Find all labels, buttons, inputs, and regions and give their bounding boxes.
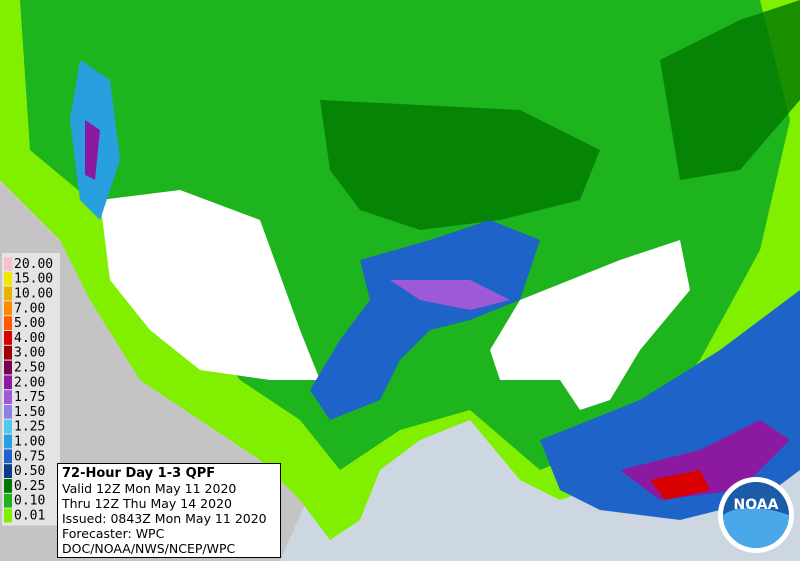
precip-dark-green bbox=[320, 100, 600, 230]
legend-label: 20.00 bbox=[14, 257, 53, 272]
legend-label: 4.00 bbox=[14, 331, 45, 346]
legend-swatch bbox=[4, 375, 12, 390]
legend-label: 2.50 bbox=[14, 361, 45, 376]
info-box: 72-Hour Day 1-3 QPF Valid 12Z Mon May 11… bbox=[57, 463, 281, 558]
legend-swatch bbox=[4, 257, 12, 271]
dry-southeast bbox=[490, 240, 690, 410]
legend-label: 0.01 bbox=[14, 509, 45, 524]
info-line: Issued: 0843Z Mon May 11 2020 bbox=[62, 511, 267, 526]
legend-label: 10.00 bbox=[14, 287, 53, 302]
legend-label: 5.00 bbox=[14, 316, 45, 331]
legend-swatch bbox=[4, 301, 12, 316]
legend-swatch bbox=[4, 271, 12, 286]
legend-swatch bbox=[4, 345, 12, 360]
legend-label: 0.75 bbox=[14, 449, 45, 464]
info-title: 72-Hour Day 1-3 QPF bbox=[62, 466, 216, 481]
noaa-logo: NOAA bbox=[718, 477, 794, 553]
legend-swatch bbox=[4, 493, 12, 508]
legend-swatch bbox=[4, 464, 12, 478]
precip-nw-max bbox=[85, 120, 100, 180]
legend-label: 0.25 bbox=[14, 479, 45, 494]
legend-label: 1.25 bbox=[14, 420, 45, 435]
legend-label: 7.00 bbox=[14, 301, 45, 316]
precip-band bbox=[310, 220, 540, 420]
legend-swatch bbox=[4, 360, 12, 375]
legend-swatch bbox=[4, 316, 12, 330]
legend-swatch bbox=[4, 390, 12, 404]
dry-west bbox=[100, 190, 320, 380]
legend-swatch bbox=[4, 419, 12, 434]
legend-swatch bbox=[4, 508, 12, 523]
logo-text: NOAA bbox=[734, 497, 779, 513]
precip-northeast bbox=[660, 0, 800, 180]
legend-label: 0.50 bbox=[14, 464, 45, 479]
legend-label: 1.00 bbox=[14, 435, 45, 450]
legend-swatch bbox=[4, 434, 12, 449]
precip-atl-peak bbox=[650, 470, 710, 500]
legend-label: 1.50 bbox=[14, 405, 45, 420]
legend-label: 3.00 bbox=[14, 346, 45, 361]
legend-label: 15.00 bbox=[14, 272, 53, 287]
legend-label: 1.75 bbox=[14, 390, 45, 405]
legend-swatch bbox=[4, 479, 12, 493]
legend-label: 0.10 bbox=[14, 494, 45, 509]
info-line: Valid 12Z Mon May 11 2020 bbox=[62, 481, 237, 496]
info-line: DOC/NOAA/NWS/NCEP/WPC bbox=[62, 541, 236, 556]
logo-wave bbox=[723, 507, 789, 548]
info-line: Thru 12Z Thu May 14 2020 bbox=[62, 496, 232, 511]
legend: 20.0015.0010.007.005.004.003.002.502.001… bbox=[2, 253, 60, 526]
legend-swatch bbox=[4, 449, 12, 464]
legend-swatch bbox=[4, 286, 12, 301]
info-line: Forecaster: WPC bbox=[62, 526, 165, 541]
legend-swatch bbox=[4, 405, 12, 419]
legend-label: 2.00 bbox=[14, 375, 45, 390]
legend-swatch bbox=[4, 331, 12, 345]
precip-max bbox=[390, 280, 510, 310]
